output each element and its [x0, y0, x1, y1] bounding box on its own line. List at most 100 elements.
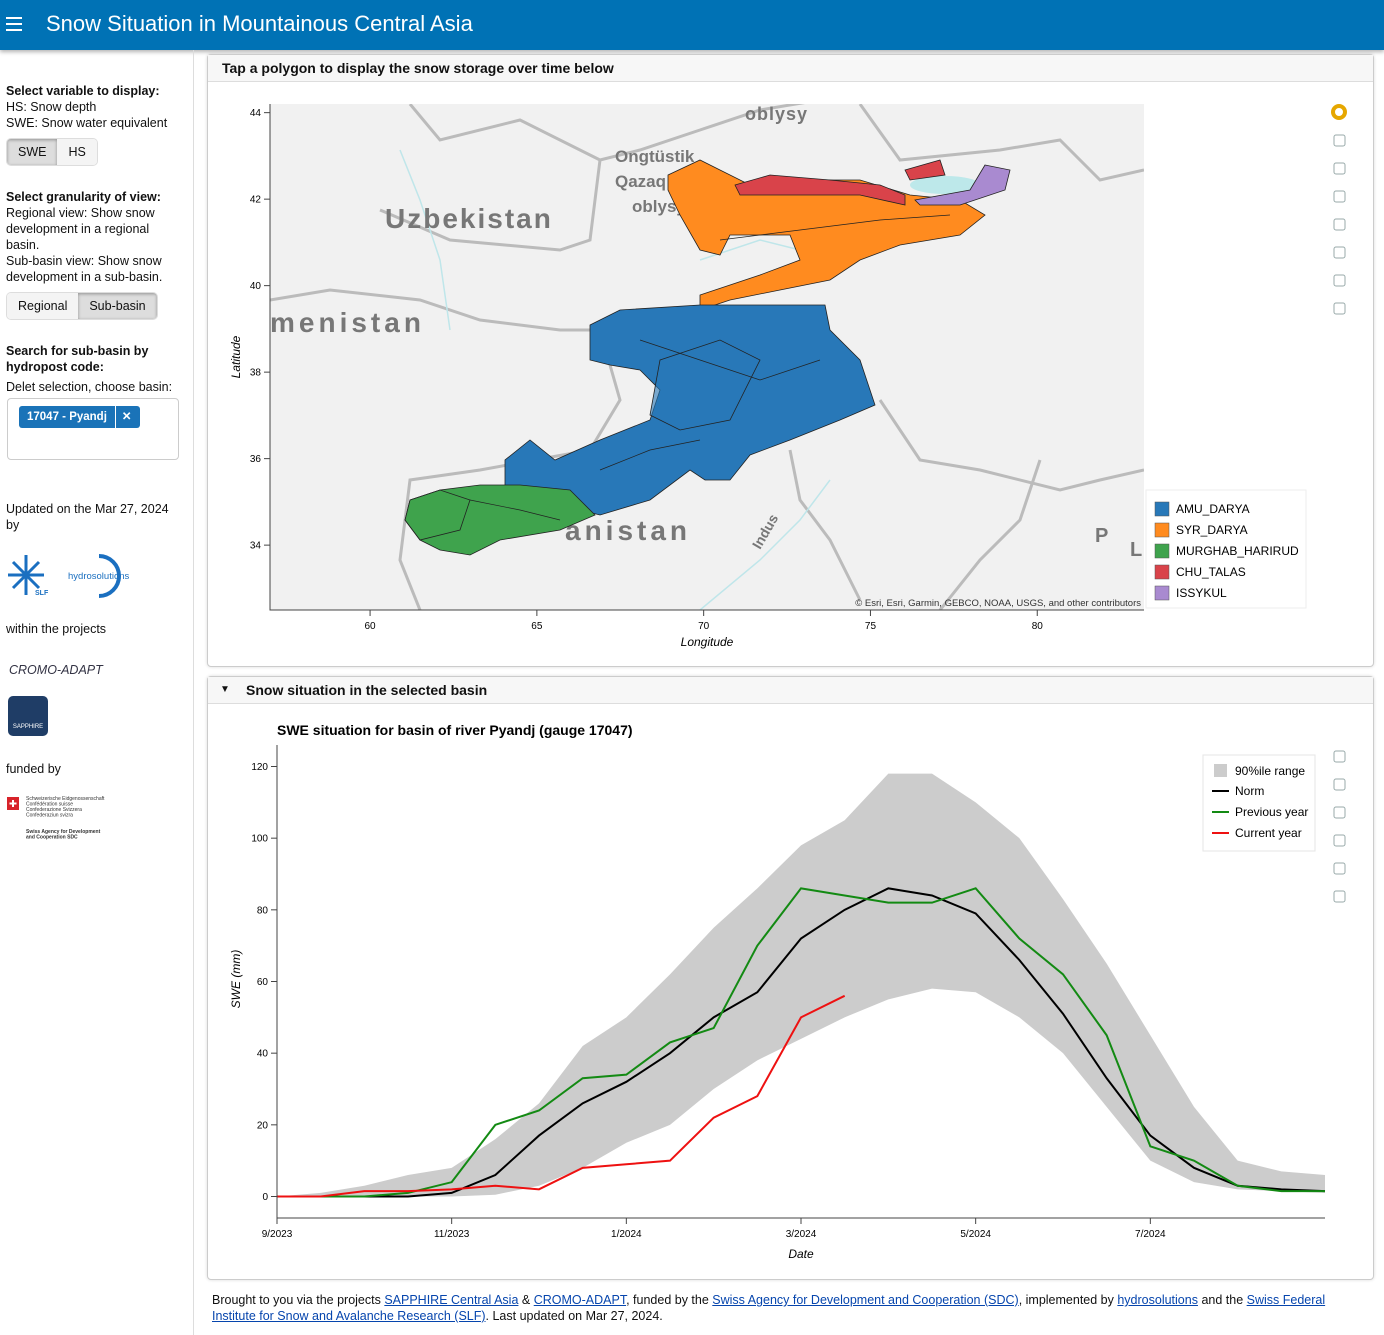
legend-label: Previous year [1235, 805, 1308, 819]
sapphire-logo: SAPPHIRE [8, 696, 48, 736]
cromo-logo: CROMO-ADAPT [9, 663, 103, 677]
border-line [878, 399, 1144, 492]
series-line [277, 994, 846, 1198]
search-chip[interactable]: 17047 - Pyandj ✕ [19, 406, 140, 428]
y-tick-label: 60 [257, 977, 269, 988]
link[interactable]: CROMO-ADAPT [533, 1293, 627, 1307]
label: funded by [6, 762, 61, 776]
x-tick-label: 11/2023 [434, 1229, 470, 1240]
x-tick-label: 7/2024 [1135, 1229, 1166, 1240]
legend-label: ISSYKUL [1176, 586, 1227, 600]
footer-text: & [518, 1293, 534, 1307]
y-tick-label: 80 [257, 905, 269, 916]
toggle-button[interactable]: SWE [7, 139, 58, 165]
y-tick-label: 44 [250, 108, 262, 119]
help: HS: Snow depth [6, 100, 97, 114]
toggle-button[interactable]: HS [57, 139, 97, 165]
legend-swatch [1154, 543, 1170, 559]
y-tick-label: 34 [250, 541, 262, 552]
logo-icon [1331, 104, 1347, 120]
variable-buttons: SWE HS [7, 139, 97, 165]
link[interactable]: SAPPHIRE Central Asia [384, 1293, 519, 1307]
series-line [277, 887, 1326, 1198]
basin-outline [469, 499, 561, 521]
help: Regional view: Show snow development in … [6, 206, 155, 252]
basin-outline [719, 214, 951, 241]
border-line [408, 104, 806, 162]
x-tick-label: 65 [531, 621, 543, 632]
tool-icon [1333, 890, 1346, 903]
x-tick-label: 5/2024 [960, 1229, 991, 1240]
footer-text: . Last updated on Mar 27, 2024. [485, 1309, 663, 1323]
link[interactable]: Swiss Federal Institute for Snow and Ava… [212, 1293, 1326, 1323]
border-line [858, 104, 1144, 182]
legend-label: 90%ile range [1235, 764, 1305, 778]
footer: Brought to you via the projects SAPPHIRE… [212, 1292, 1362, 1324]
map-axes [269, 104, 1144, 611]
footer-text: , implemented by [1018, 1293, 1118, 1307]
app-title: Snow Situation in Mountainous Central As… [46, 11, 473, 36]
basin-polygon[interactable] [914, 164, 1011, 206]
link[interactable]: hydrosolutions [1117, 1293, 1198, 1307]
river [699, 479, 831, 610]
toggle-button[interactable]: Regional [7, 293, 79, 319]
granularity-buttons: Regional Sub-basin [7, 293, 157, 319]
tool-icon [1333, 834, 1346, 847]
legend-label: CHU_TALAS [1176, 565, 1246, 579]
hydro-arc [98, 554, 121, 598]
x-tick-label: 3/2024 [786, 1229, 817, 1240]
basin-polygon[interactable] [404, 489, 471, 541]
panel-title[interactable]: ▼ Snow situation in the selected basin [208, 677, 1373, 704]
chip-remove[interactable]: ✕ [114, 406, 132, 428]
x-tick-label: 70 [698, 621, 710, 632]
label: within the projects [6, 622, 107, 636]
map: Uzbekistan menistan oblysy Ongtüstik Qazaq ob… [229, 104, 1347, 649]
border-line [379, 159, 602, 252]
y-tick-label: 38 [250, 368, 262, 379]
tool-icon [1333, 218, 1346, 231]
legend-swatch [1154, 522, 1170, 538]
tool-icon [1333, 274, 1346, 287]
legend-box [1145, 489, 1307, 609]
sidebar: Select variable to display: HS: Snow dep… [0, 50, 194, 1335]
tool-icon [1333, 190, 1346, 203]
slf-text: SLF [35, 590, 49, 597]
help: SWE: Snow water equivalent [6, 116, 168, 130]
legend-label: MURGHAB_HARIRUD [1176, 544, 1299, 558]
help: Delet selection, choose basin: [6, 380, 173, 394]
collapse-arrow[interactable]: ▼ [220, 684, 230, 695]
legend-label: AMU_DARYA [1176, 502, 1250, 516]
menu-icon[interactable] [6, 16, 22, 32]
header: Snow Situation in Mountainous Central As… [0, 0, 1384, 50]
x-tick-label: 80 [1032, 621, 1044, 632]
footer-text: , funded by the [626, 1293, 713, 1307]
heading: Select variable to display: [6, 84, 160, 98]
y-tick-label: 42 [250, 195, 262, 206]
basin-polygon[interactable] [649, 339, 761, 431]
border-line [270, 288, 600, 332]
basin-polygon[interactable] [904, 159, 946, 181]
y-tick-label: 40 [250, 281, 262, 292]
basemap-label: Uzbekistan [385, 203, 553, 234]
map-layer: Uzbekistan menistan oblysy Ongtüstik Qazaq ob… [270, 104, 1144, 610]
sapphire-text: SAPPHIRE [12, 724, 44, 730]
swiss-cross [9, 800, 17, 807]
legend-label: Current year [1235, 826, 1302, 840]
basin-outline [599, 439, 701, 471]
basin-polygon[interactable] [734, 174, 906, 206]
basemap-label: oblysy [632, 197, 686, 216]
toggle-button[interactable]: Sub-basin [78, 293, 157, 319]
footer-text: Brought to you via the projects [212, 1293, 385, 1307]
swiss-logo: Schweizerische EidgenossenschaftConfédér… [7, 796, 105, 841]
x-axis-label: Longitude [681, 635, 734, 649]
band-area [277, 773, 1325, 1197]
panel-title-text: Snow situation in the selected basin [246, 682, 488, 698]
basemap-label: L [1130, 539, 1142, 561]
link[interactable]: Swiss Agency for Development and Coopera… [712, 1293, 1019, 1307]
y-tick-label: 120 [251, 762, 268, 773]
y-axis-label: Latitude [229, 335, 243, 378]
legend-label: Norm [1235, 784, 1264, 798]
tool-icon [1333, 778, 1346, 791]
search-box[interactable] [7, 398, 179, 460]
